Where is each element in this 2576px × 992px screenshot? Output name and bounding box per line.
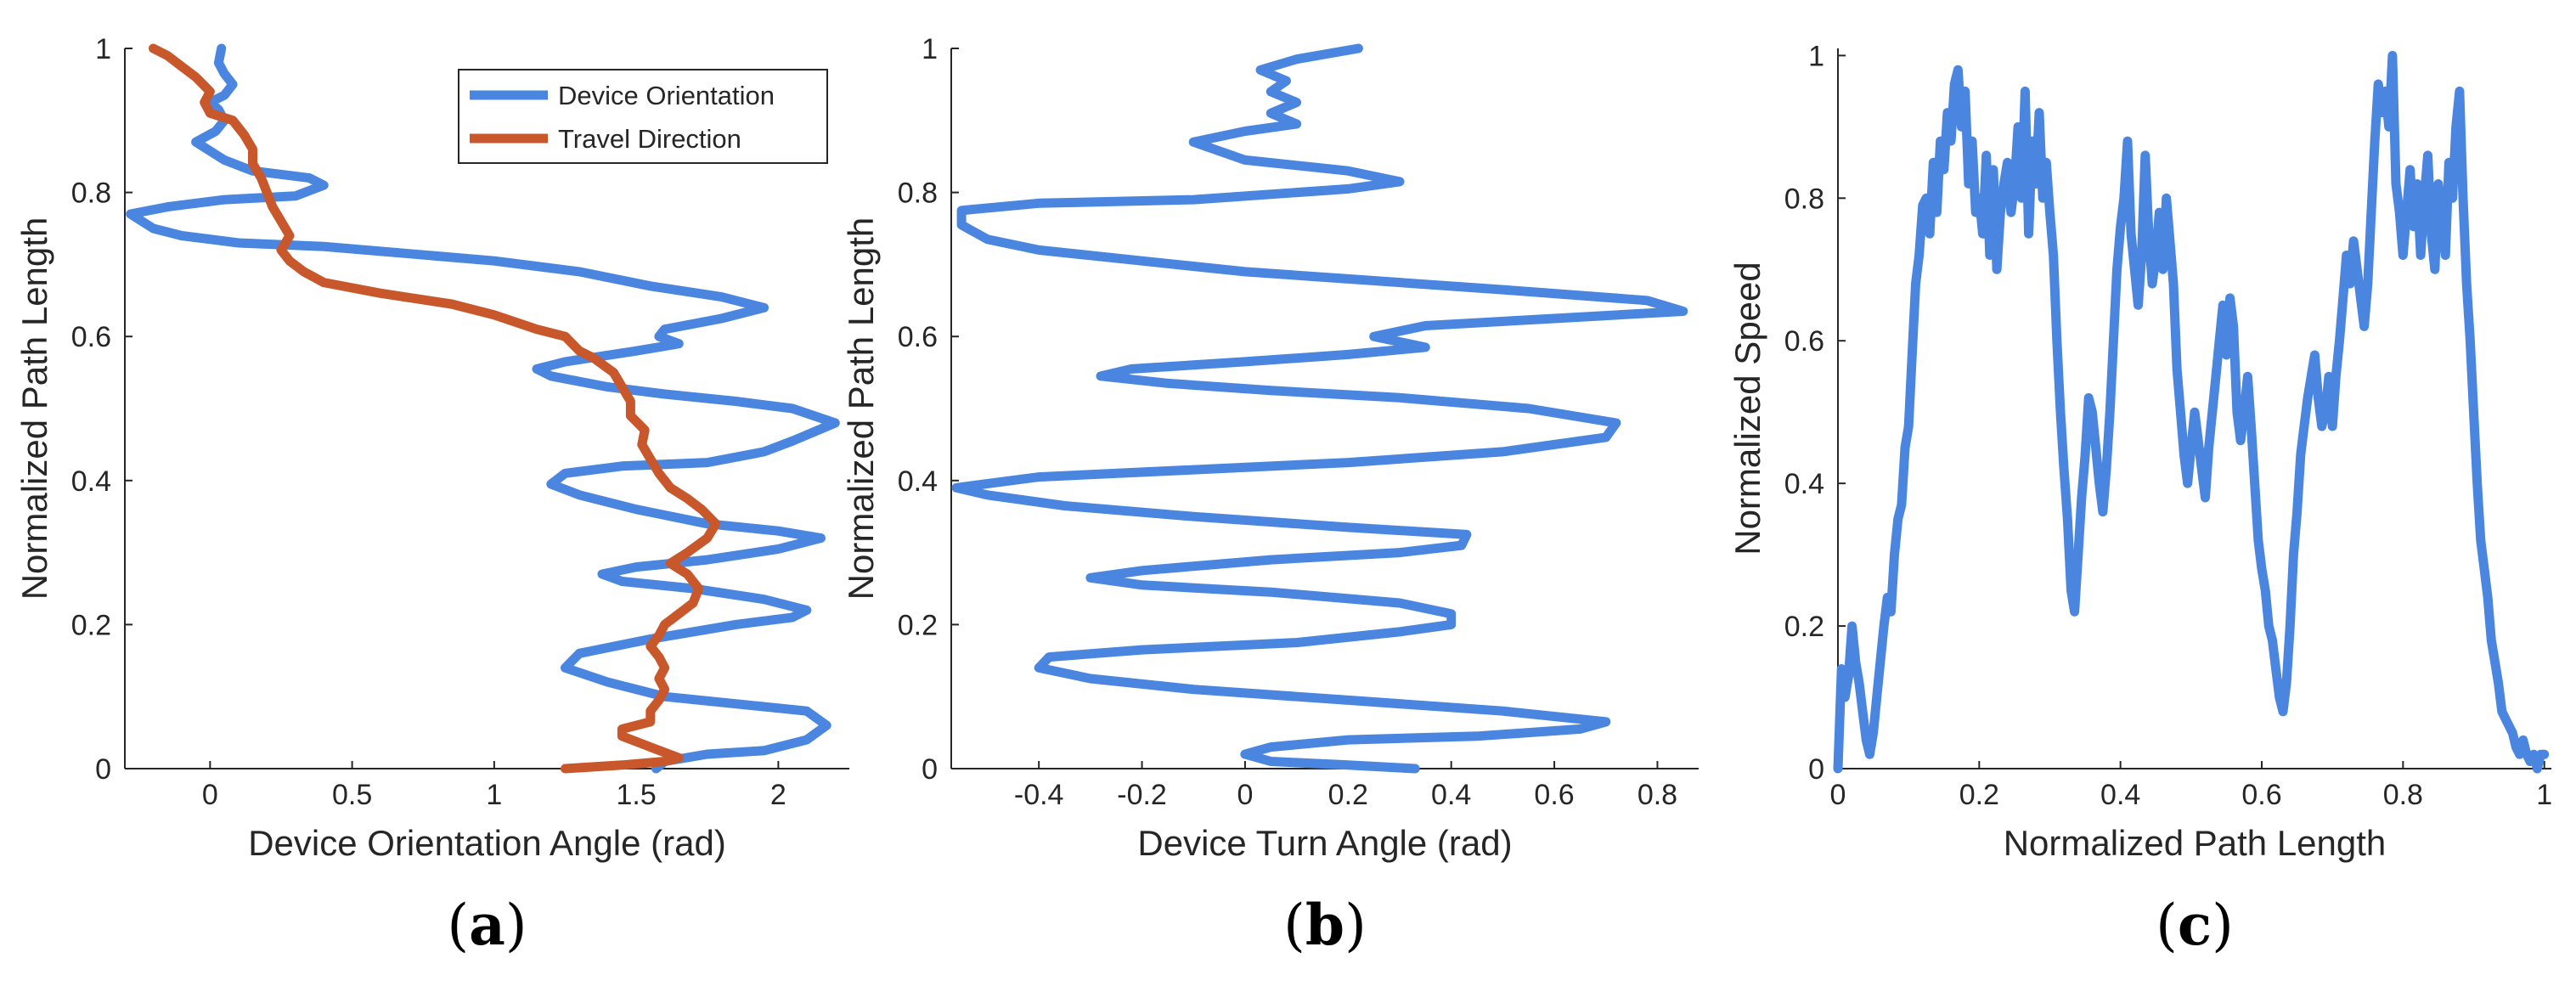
panel-c: 0 0.2 0.4 0.6 0.8 1 0 0.2 0.4 0.6 0.8 1 Normalized P… [1728,40,2552,958]
panel-c-label-close: ) [2212,893,2234,958]
panel-b-x-tick-label: -0.4 [1014,779,1064,811]
panel-c-y-tick-label: 1 [1808,40,1824,72]
panel-c-y-tick-label: 0 [1808,753,1824,786]
panel-b-label-letter: b [1305,892,1344,958]
panel-b-y-tick-label: 0.6 [898,321,938,353]
panel-a-y-tick-label: 1 [95,33,111,65]
panel-b-x-tick-label: 0 [1237,779,1253,811]
panel-a: 0 0.5 1 1.5 2 0 0.2 0.4 0.6 0.8 1 Device Orientatio… [14,33,849,958]
panel-b-y-tick-label: 0.8 [898,178,938,210]
panel-c-label-open: ( [2156,893,2178,958]
panel-a-label-letter: a [469,892,505,958]
panel-c-x-tick-label: 0.8 [2383,779,2423,811]
panel-c-y-tick-label: 0.4 [1784,468,1824,500]
panel-a-y-tick-label: 0.6 [71,321,111,353]
panel-c-x-tick-label: 0.2 [1959,779,1999,811]
panel-b-y-tick-label: 0.4 [898,465,938,498]
panel-a-y-axis-title: Normalized Path Length [14,217,54,600]
panel-a-x-tick-label: 0 [202,779,218,811]
panel-b-x-tick-label: 0.6 [1534,779,1574,811]
panel-c-label: (c) [2156,892,2234,958]
panel-b-x-tick-label: -0.2 [1117,779,1167,811]
panel-c-series-normalized-speed [1833,50,2550,774]
panel-a-legend-entry: Device Orientation [558,81,775,110]
panel-a-series-travel-direction [149,43,721,774]
panel-a-y-tick-label: 0.4 [71,465,111,498]
panel-a-series-device-orientation [126,43,840,774]
panel-c-y-tick-label: 0.8 [1784,183,1824,215]
panel-a-x-tick-label: 1.5 [616,779,656,811]
panel-a-legend: Device Orientation Travel Direction [458,69,828,164]
panel-a-legend-entry: Travel Direction [558,124,741,154]
panel-a-y-tick-label: 0 [95,753,111,786]
panel-b-x-tick-label: 0.2 [1328,779,1368,811]
panel-b-x-tick-label: 0.8 [1637,779,1677,811]
panel-c-y-axis-title: Normalized Speed [1728,262,1767,555]
panel-c-label-letter: c [2178,892,2212,958]
panel-c-x-tick-label: 0.4 [2100,779,2140,811]
panel-c-x-tick-label: 0.6 [2241,779,2281,811]
panel-a-label: (a) [447,892,527,958]
chart-root: 0 0.5 1 1.5 2 0 0.2 0.4 0.6 0.8 1 Device Orientatio… [14,33,2552,958]
panel-c-y-tick-label: 0.6 [1784,325,1824,358]
panel-b-y-tick-label: 1 [922,33,938,65]
panel-b-x-axis-title: Device Turn Angle (rad) [1137,823,1512,863]
panel-c-y-tick-label: 0.2 [1784,611,1824,643]
panel-c-x-axis-title: Normalized Path Length [2004,823,2387,863]
panel-a-label-close: ) [505,893,527,958]
panel-c-x-tick-label: 1 [2536,779,2552,811]
panel-b-series-device-turn-angle [951,43,1688,774]
panel-b-y-axis-title: Normalized Path Length [841,217,881,600]
panel-c-x-tick-label: 0 [1830,779,1846,811]
panel-a-y-tick-label: 0.2 [71,609,111,641]
panel-a-x-tick-label: 0.5 [332,779,372,811]
panel-a-x-tick-label: 2 [770,779,786,811]
panel-a-x-axis-title: Device Orientation Angle (rad) [248,823,726,863]
panel-b-y-tick-label: 0.2 [898,609,938,641]
panel-a-legend-box [458,69,828,164]
panel-b-label: (b) [1283,892,1367,958]
panel-b-x-tick-label: 0.4 [1431,779,1471,811]
panel-a-label-open: ( [447,893,469,958]
panel-b: -0.4 -0.2 0 0.2 0.4 0.6 0.8 0 0.2 0.4 0.6 0.8 1 Devic… [841,33,1699,958]
panel-b-label-open: ( [1283,893,1305,958]
panel-a-y-tick-label: 0.8 [71,178,111,210]
panel-b-y-tick-label: 0 [922,753,938,786]
panel-b-label-close: ) [1344,893,1367,958]
panel-a-x-tick-label: 1 [486,779,502,811]
